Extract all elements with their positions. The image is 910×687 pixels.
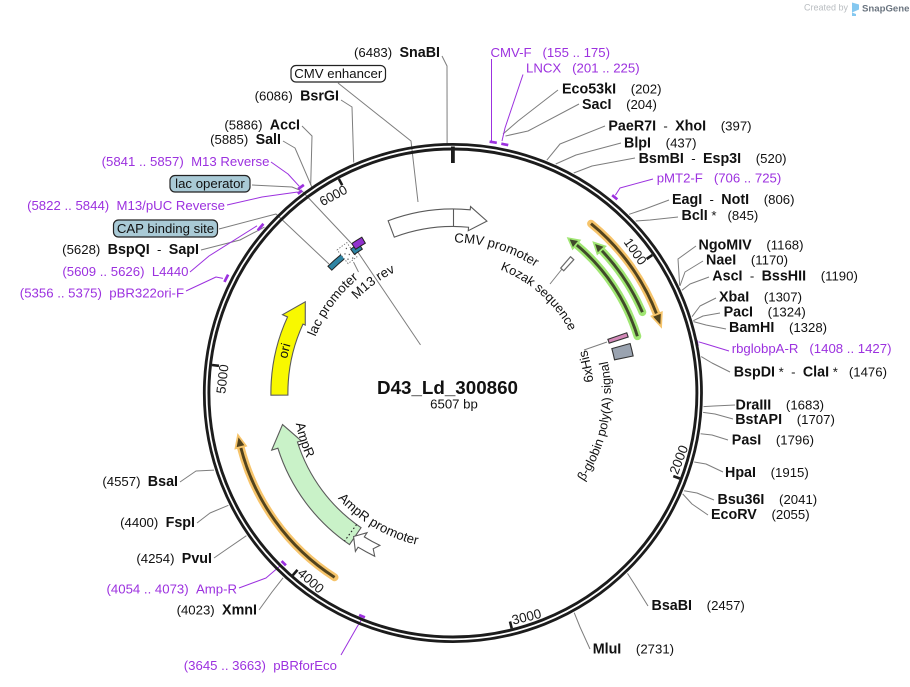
svg-text:ori: ori [275,341,293,359]
svg-text:BsaBI (2457): BsaBI (2457) [652,598,745,614]
svg-text:BspDI * - ClaI * (1476): BspDI * - ClaI * (1476) [734,365,887,381]
svg-text:XbaI (1307): XbaI (1307) [719,289,802,305]
svg-text:6xHis: 6xHis [575,348,596,383]
svg-text:(4254) PvuI: (4254) PvuI [136,551,212,567]
svg-text:SacI (204): SacI (204) [582,97,657,113]
svg-text:5000: 5000 [213,364,231,395]
svg-text:AscI - BssHII (1190): AscI - BssHII (1190) [712,269,858,285]
svg-text:6507 bp: 6507 bp [430,397,478,412]
svg-text:CAP binding site: CAP binding site [117,221,214,236]
svg-text:BsmBI - Esp3I (520): BsmBI - Esp3I (520) [639,151,787,167]
svg-text:(4557) BsaI: (4557) BsaI [102,474,178,490]
svg-text:(5628) BspQI - SapI: (5628) BspQI - SapI [62,242,199,258]
svg-text:(5886) AccI: (5886) AccI [224,118,300,134]
svg-text:CMV-F (155 .. 175): CMV-F (155 .. 175) [491,45,610,60]
svg-text:(5822 .. 5844) M13/pUC Revers: (5822 .. 5844) M13/pUC Reverse [27,198,225,213]
svg-text:3000: 3000 [510,606,543,628]
svg-text:BamHI (1328): BamHI (1328) [729,320,827,336]
svg-text:Bsu36I (2041): Bsu36I (2041) [718,492,818,508]
svg-text:EcoRV (2055): EcoRV (2055) [711,507,810,523]
svg-text:DraIII (1683): DraIII (1683) [736,398,825,414]
svg-text:EagI - NotI (806): EagI - NotI (806) [672,192,795,208]
svg-text:MluI (2731): MluI (2731) [593,642,674,658]
svg-text:(3645 .. 3663) pBRforEco: (3645 .. 3663) pBRforEco [184,658,337,673]
svg-text:lac operator: lac operator [175,176,245,191]
svg-text:(4054 .. 4073) Amp-R: (4054 .. 4073) Amp-R [107,582,237,597]
svg-text:(5356 .. 5375) pBR322ori-F: (5356 .. 5375) pBR322ori-F [20,285,184,300]
svg-text:Created by: Created by [804,3,849,13]
svg-text:(4400) FspI: (4400) FspI [120,515,195,531]
svg-text:(5885) SalI: (5885) SalI [210,132,281,148]
svg-text:pMT2-F (706 .. 725): pMT2-F (706 .. 725) [657,171,782,186]
svg-text:PacI (1324): PacI (1324) [724,304,806,320]
svg-text:(4023) XmnI: (4023) XmnI [177,603,257,619]
svg-text:BstAPI (1707): BstAPI (1707) [735,412,835,428]
svg-text:PaeR7I - XhoI (397): PaeR7I - XhoI (397) [608,119,751,135]
svg-text:(5841 .. 5857) M13 Reverse: (5841 .. 5857) M13 Reverse [102,154,270,169]
svg-text:Eco53kI (202): Eco53kI (202) [562,82,662,98]
svg-text:BclI * (845): BclI * (845) [682,208,759,224]
svg-text:(6086) BsrGI: (6086) BsrGI [255,89,339,105]
svg-text:HpaI (1915): HpaI (1915) [725,465,809,481]
svg-text:SnapGene: SnapGene [862,4,909,15]
svg-text:LNCX (201 .. 225): LNCX (201 .. 225) [526,61,640,76]
svg-text:NaeI (1170): NaeI (1170) [706,253,788,269]
svg-text:(6483) SnaBI: (6483) SnaBI [354,45,440,61]
svg-text:PasI (1796): PasI (1796) [732,433,814,449]
svg-text:D43_Ld_300860: D43_Ld_300860 [377,377,518,398]
svg-text:NgoMIV (1168): NgoMIV (1168) [699,237,804,253]
svg-text:CMV enhancer: CMV enhancer [294,66,383,81]
svg-text:(5609 .. 5626) L4440: (5609 .. 5626) L4440 [62,264,188,279]
svg-text:rbglobpA-R (1408 .. 1427): rbglobpA-R (1408 .. 1427) [732,341,892,356]
svg-text:BlpI (437): BlpI (437) [624,136,696,152]
